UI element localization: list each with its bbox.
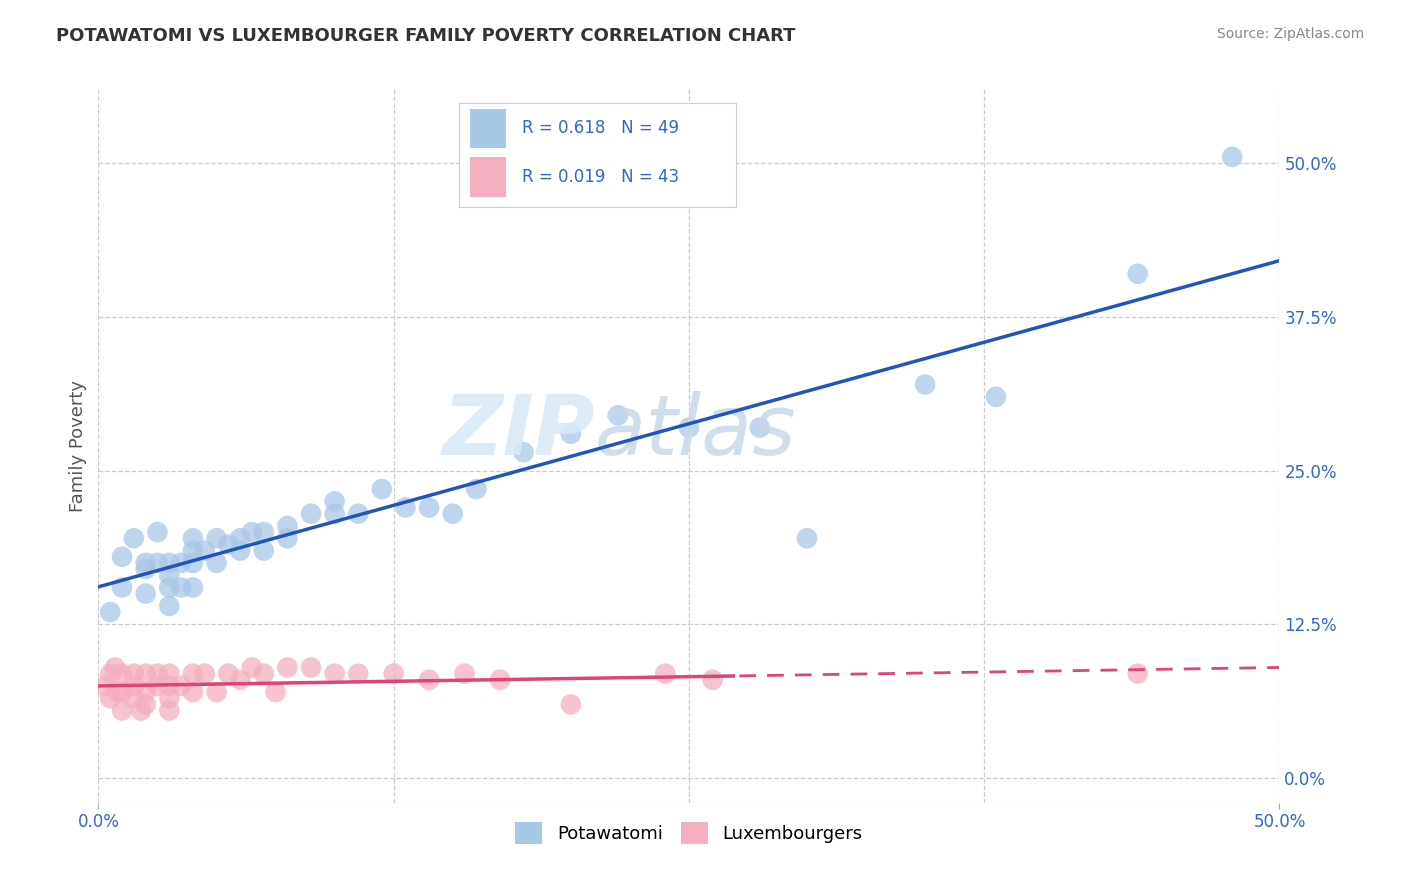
Point (135, 666, 157, 681)
Point (170, 679, 193, 693)
Point (217, 666, 239, 681)
Point (146, 525, 169, 540)
Point (157, 568, 180, 582)
Point (205, 531, 228, 545)
Point (229, 673, 252, 687)
Point (299, 507, 322, 521)
Point (276, 519, 298, 533)
Point (157, 599, 180, 613)
Point (914, 377, 936, 392)
Text: ZIP: ZIP (441, 392, 595, 472)
Point (111, 581, 134, 595)
Point (560, 426, 582, 441)
Point (98, 666, 121, 681)
Point (111, 704, 134, 718)
Point (323, 494, 346, 508)
Point (146, 666, 169, 681)
Point (382, 666, 405, 681)
Point (240, 660, 263, 674)
Point (157, 691, 180, 706)
Point (194, 543, 217, 558)
Point (129, 704, 152, 718)
Point (347, 666, 370, 681)
Legend: Potawatomi, Luxembourgers: Potawatomi, Luxembourgers (508, 814, 870, 851)
Point (748, 420, 770, 434)
Point (181, 531, 204, 545)
Point (157, 679, 180, 693)
Point (122, 691, 145, 706)
Point (253, 666, 276, 681)
Point (240, 525, 263, 540)
Point (98, 691, 121, 706)
Point (111, 549, 134, 564)
Point (170, 556, 193, 570)
Point (607, 409, 630, 423)
Point (94, 679, 117, 693)
Point (984, 390, 1007, 404)
Point (299, 660, 322, 674)
Point (146, 556, 169, 570)
Point (323, 507, 346, 521)
Point (111, 666, 134, 681)
Point (181, 543, 204, 558)
Point (347, 507, 370, 521)
Point (111, 685, 134, 699)
Point (1220, 150, 1243, 164)
Point (276, 531, 298, 545)
Text: POTAWATOMI VS LUXEMBOURGER FAMILY POVERTY CORRELATION CHART: POTAWATOMI VS LUXEMBOURGER FAMILY POVERT… (56, 27, 796, 45)
Point (465, 482, 488, 496)
Point (122, 679, 145, 693)
Point (560, 698, 582, 712)
Point (122, 666, 145, 681)
Point (181, 581, 204, 595)
Point (146, 679, 169, 693)
Point (170, 581, 193, 595)
Point (1126, 267, 1149, 281)
Point (512, 445, 534, 459)
Point (194, 666, 217, 681)
Point (229, 531, 252, 545)
Point (98, 605, 121, 619)
Text: Source: ZipAtlas.com: Source: ZipAtlas.com (1216, 27, 1364, 41)
Point (135, 556, 157, 570)
Point (323, 666, 346, 681)
Point (418, 500, 440, 515)
Point (253, 543, 276, 558)
Point (702, 673, 724, 687)
Point (105, 685, 128, 699)
Point (654, 666, 676, 681)
Point (135, 698, 157, 712)
Point (371, 482, 394, 496)
Point (229, 543, 252, 558)
Point (253, 525, 276, 540)
Point (489, 673, 512, 687)
Point (1126, 666, 1149, 681)
Point (104, 660, 127, 674)
Point (678, 420, 700, 434)
Point (135, 587, 157, 601)
Point (217, 537, 239, 551)
Point (276, 660, 298, 674)
Point (418, 673, 440, 687)
Point (157, 666, 180, 681)
Point (181, 666, 204, 681)
Point (157, 581, 180, 595)
Point (181, 556, 204, 570)
Y-axis label: Family Poverty: Family Poverty (69, 380, 87, 512)
Point (135, 562, 157, 576)
Text: atlas: atlas (595, 392, 796, 472)
Point (264, 685, 287, 699)
Point (205, 556, 228, 570)
Point (453, 666, 475, 681)
Point (441, 507, 464, 521)
Point (181, 685, 204, 699)
Point (394, 500, 416, 515)
Point (796, 531, 818, 545)
Point (122, 531, 145, 545)
Point (157, 704, 180, 718)
Point (157, 556, 180, 570)
Point (205, 685, 228, 699)
Point (135, 685, 157, 699)
